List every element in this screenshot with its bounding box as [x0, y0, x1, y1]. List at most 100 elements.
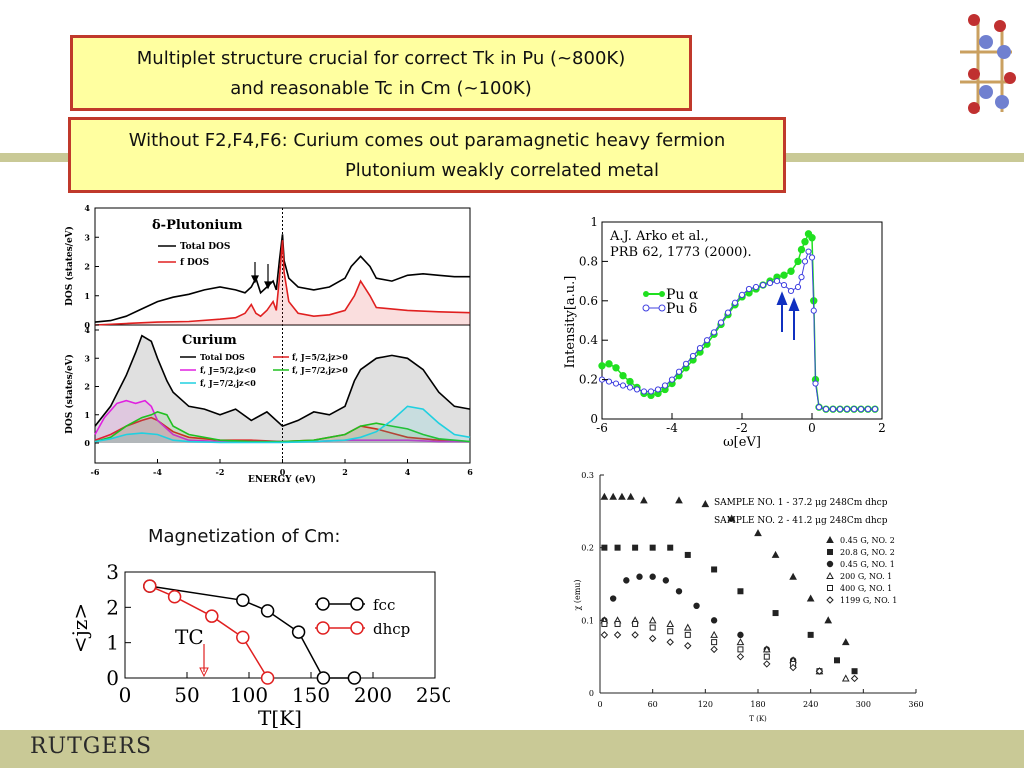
pe-point-1 — [689, 352, 697, 360]
chi-point-5 — [710, 645, 718, 654]
chi-legend-label: 0.45 G, NO. 1 — [840, 560, 895, 569]
pe-point-1 — [864, 406, 872, 413]
pe-plot — [598, 230, 879, 413]
chi-point-1 — [649, 544, 656, 551]
chi-point-1 — [667, 544, 674, 551]
dos-fill-1-4 — [95, 406, 470, 443]
pe-point-1 — [696, 344, 704, 352]
mag-point-dhcp — [143, 579, 157, 593]
pe-legend-delta: Pu δ — [666, 301, 697, 317]
chi-yticks: 0 0.1 0.2 0.3 — [581, 471, 604, 698]
pe-xlabel: ω[eV] — [723, 435, 761, 450]
chi-point-0 — [675, 496, 683, 504]
pe-ytick-label: 0.6 — [579, 294, 598, 308]
chi-point-4 — [632, 620, 639, 627]
dos-bottom-plot — [94, 334, 471, 444]
chi-point-4 — [684, 631, 691, 638]
dos-ytick-label: 2 — [84, 262, 90, 272]
dos-top-plot — [94, 234, 471, 326]
chi-ytick-label: 0.1 — [581, 616, 594, 625]
photoemission-panel: -6 -4 -2 0 2 0 0.2 0.4 0.6 0.8 1 A.J. Arko et al.… — [560, 212, 890, 452]
chi-point-4 — [737, 646, 744, 653]
pe-point-0 — [619, 371, 627, 380]
chi-point-4 — [649, 624, 656, 631]
chi-point-2 — [609, 595, 617, 602]
pe-point-0 — [787, 267, 795, 275]
pe-legend-alpha: Pu α — [666, 287, 699, 303]
pe-point-1 — [850, 406, 858, 413]
pe-yticks: 0 0.2 0.4 0.6 0.8 1 — [579, 215, 608, 426]
pe-xtick-label: -6 — [596, 421, 608, 435]
pe-point-1 — [661, 382, 669, 389]
chi-point-1 — [632, 544, 639, 551]
pe-line-0 — [601, 232, 875, 410]
chi-point-0 — [618, 492, 626, 500]
chi-point-0 — [824, 616, 833, 624]
pe-point-1 — [752, 283, 760, 291]
dos-line-0-1 — [94, 240, 471, 326]
chi-point-4 — [601, 620, 608, 627]
pe-ylabel: Intensity[a.u.] — [563, 276, 578, 369]
pe-point-1 — [812, 380, 819, 387]
dos-panel: 0 1 2 3 4 0 1 2 3 4 -6 -4 -2 0 2 4 6 DOS (states/eV) D… — [60, 200, 480, 485]
chi-legend-label: 20.8 G, NO. 2 — [840, 548, 895, 557]
chi-point-5 — [736, 652, 745, 661]
pe-ytick-label: 0.8 — [579, 254, 598, 268]
dos-bot-legend-72-neg: f, J=7/2,jz<0 — [200, 378, 256, 388]
chi-xtick-label: 120 — [698, 700, 713, 709]
chi-point-3 — [648, 616, 657, 624]
dos-fill-1-0 — [95, 335, 470, 443]
pe-xtick-label: 2 — [878, 421, 886, 435]
dos-ytick-label: 1 — [84, 410, 90, 420]
pe-point-0 — [808, 234, 816, 242]
chi-point-0 — [841, 638, 850, 646]
title-box-1-line1: Multiplet structure crucial for correct … — [136, 48, 626, 69]
pe-ytick-label: 0.2 — [579, 373, 598, 387]
dos-top-ylabel: DOS (states/eV) — [64, 226, 75, 306]
dos-top-title: δ-Plutonium — [152, 218, 243, 233]
pe-point-1 — [633, 386, 641, 393]
pe-point-1 — [810, 307, 817, 314]
chi-point-0 — [626, 492, 635, 500]
dos-bottom-ylabel: DOS (states/eV) — [64, 354, 75, 434]
chi-header-1: SAMPLE NO. 1 - 37.2 μg 248Cm dhcp — [714, 498, 888, 508]
chi-point-0 — [789, 572, 797, 580]
mag-point-dhcp — [260, 671, 275, 685]
title-box-2: Without F2,F4,F6: Curium comes out param… — [68, 117, 786, 193]
chi-point-5 — [815, 667, 824, 675]
pe-point-1 — [787, 287, 795, 295]
mag-xtick-label: 100 — [230, 683, 268, 707]
chi-point-1 — [614, 544, 621, 551]
chi-point-5 — [631, 631, 639, 639]
footer-band — [0, 730, 1024, 768]
pe-xtick-label: -4 — [666, 421, 678, 435]
chi-point-2 — [675, 588, 683, 595]
pe-point-0 — [598, 362, 606, 370]
chi-point-5 — [600, 631, 609, 639]
title-box-1-line2: and reasonable Tc in Cm (~100K) — [230, 78, 532, 99]
dos-xtick-label: 0 — [280, 467, 286, 477]
mag-legend-dhcp: dhcp — [373, 620, 410, 638]
chi-point-5 — [789, 663, 797, 672]
dos-line-0-0 — [94, 234, 470, 323]
pe-point-1 — [717, 319, 725, 326]
magnetization-panel: 0 50 100 150 200 250 0 1 2 3 <jz> T[K] TC fcc dh… — [65, 558, 450, 730]
mag-ytick-label: 0 — [106, 666, 119, 690]
pe-point-0 — [801, 238, 809, 246]
dos-bottom-yticks: 0 1 2 3 4 — [84, 325, 99, 448]
crystal-structure-icon — [960, 14, 1016, 114]
mag-point-dhcp — [236, 630, 250, 645]
pe-ytick-label: 0.4 — [579, 333, 598, 347]
pe-annotation-line2: PRB 62, 1773 (2000). — [610, 245, 752, 260]
chi-point-1 — [711, 566, 718, 573]
pe-point-1 — [619, 382, 627, 389]
pe-point-1 — [808, 254, 816, 261]
mag-point-fcc — [316, 671, 331, 685]
pe-point-1 — [829, 406, 837, 413]
chi-point-0 — [701, 500, 710, 508]
chi-point-0 — [754, 529, 762, 537]
chi-point-4 — [763, 653, 770, 660]
magnetization-caption: Magnetization of Cm: — [148, 526, 341, 547]
mag-xlabel: T[K] — [258, 706, 302, 730]
pe-point-1 — [703, 337, 711, 344]
